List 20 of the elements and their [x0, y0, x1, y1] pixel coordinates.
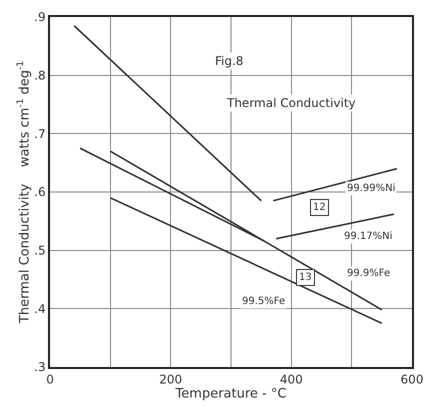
x-axis-title: Temperature - °C: [174, 386, 286, 402]
x-tick-label: 0: [46, 372, 54, 386]
y-tick-label: .6: [34, 185, 46, 200]
y-tick-label: .7: [34, 126, 46, 141]
series-label: 99.99%Ni: [347, 183, 396, 194]
y-tick-label: .3: [34, 360, 46, 374]
x-tick-label: 200: [159, 372, 182, 386]
series-label: 99.17%Ni: [344, 231, 392, 242]
y-tick-label: .8: [34, 68, 46, 83]
series-label: 99.5%Fe: [242, 296, 286, 307]
annotation: 13: [299, 272, 312, 283]
annotation: Thermal Conductivity: [226, 96, 356, 110]
annotation: Fig.8: [215, 54, 244, 68]
x-tick-label: 400: [280, 372, 303, 386]
y-tick-label: .4: [34, 302, 46, 316]
series-label: 99.9%Fe: [347, 268, 390, 279]
y-tick-label: .9: [34, 10, 46, 24]
y-tick-label: .5: [34, 244, 46, 258]
x-tick-label: 600: [400, 372, 424, 386]
annotation: 12: [313, 202, 326, 213]
